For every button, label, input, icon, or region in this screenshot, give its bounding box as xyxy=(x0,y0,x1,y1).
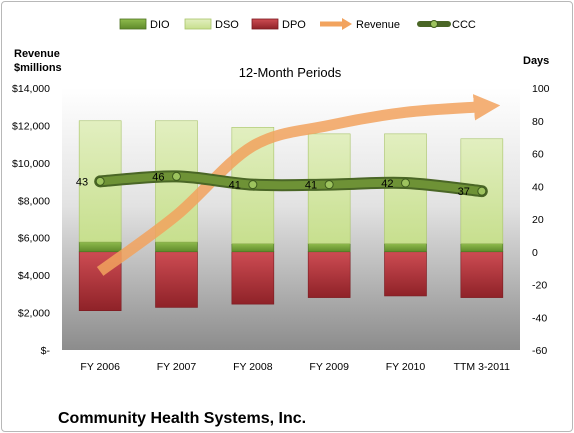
right-tick-label: 100 xyxy=(532,83,550,95)
revenue-series xyxy=(96,94,501,276)
legend-swatch-revenue-arrowhead xyxy=(342,18,352,30)
dio-bar xyxy=(384,243,427,253)
dpo-bar xyxy=(384,251,427,297)
legend-label: Revenue xyxy=(356,19,400,31)
legend-swatch-dio xyxy=(119,18,147,30)
x-tick-label: FY 2010 xyxy=(386,361,426,373)
ccc-point xyxy=(477,186,487,196)
left-axis-ticks: $14,000 $12,000 $10,000 $8,000 $6,000 $4,000 $… xyxy=(12,83,50,357)
dio-bar xyxy=(460,243,504,253)
legend-swatch-ccc-marker xyxy=(430,20,438,28)
ccc-point xyxy=(401,178,410,188)
right-tick-label: 80 xyxy=(532,116,544,128)
right-axis-ticks: 100 80 60 40 20 0 -20 -40 -60 xyxy=(532,83,550,357)
x-axis-labels: FY 2006 FY 2007 FY 2008 FY 2009 FY 2010 TTM 3… xyxy=(80,361,510,373)
dio-bar xyxy=(307,243,351,253)
ccc-data-label: 41 xyxy=(305,180,317,192)
legend-label: DIO xyxy=(150,19,170,31)
dio-bar xyxy=(155,241,198,253)
right-tick-label: -20 xyxy=(532,280,547,292)
dpo-bar xyxy=(307,251,351,298)
ccc-point xyxy=(248,180,258,190)
right-tick-label: -40 xyxy=(532,312,547,324)
ccc-series: 43 46 41 41 42 37 xyxy=(76,170,488,198)
left-tick-label: $10,000 xyxy=(12,158,50,170)
dpo-bar xyxy=(231,251,275,305)
ccc-data-label: 37 xyxy=(458,186,470,198)
x-tick-label: FY 2009 xyxy=(309,361,349,373)
right-tick-label: 60 xyxy=(532,149,544,161)
legend-swatch-dso xyxy=(184,18,212,30)
ccc-point xyxy=(95,176,105,186)
left-tick-label: $6,000 xyxy=(18,233,50,245)
legend: DIO DSO DPO Revenue CCC xyxy=(119,18,476,31)
ccc-point xyxy=(324,180,334,190)
legend-label: CCC xyxy=(452,19,476,31)
dpo-bar xyxy=(155,251,198,308)
x-tick-label: FY 2006 xyxy=(80,361,120,373)
dpo-bar xyxy=(460,251,504,298)
ccc-data-label: 43 xyxy=(76,176,88,188)
x-tick-label: FY 2007 xyxy=(157,361,197,373)
left-tick-label: $2,000 xyxy=(18,308,50,320)
right-axis-title: Days xyxy=(523,55,549,67)
left-tick-label: $- xyxy=(41,345,51,357)
ccc-data-label: 46 xyxy=(152,171,164,183)
ccc-data-label: 42 xyxy=(381,178,393,190)
x-tick-label: TTM 3-2011 xyxy=(454,361,511,373)
left-tick-label: $14,000 xyxy=(12,83,50,95)
right-tick-label: -60 xyxy=(532,345,547,357)
chart-title: 12-Month Periods xyxy=(239,65,342,80)
dio-bar xyxy=(78,241,122,253)
x-tick-label: FY 2008 xyxy=(233,361,273,373)
right-tick-label: 40 xyxy=(532,181,544,193)
ccc-point xyxy=(172,171,181,181)
legend-swatch-dpo xyxy=(251,18,279,30)
ccc-data-label: 41 xyxy=(229,180,241,192)
left-axis-title-line1: Revenue xyxy=(14,48,60,60)
left-tick-label: $4,000 xyxy=(18,270,50,282)
dio-bar xyxy=(231,243,275,253)
legend-label: DPO xyxy=(282,19,306,31)
revenue-arrow xyxy=(96,94,501,276)
right-tick-label: 0 xyxy=(532,247,538,259)
company-name: Community Health Systems, Inc. xyxy=(58,410,306,427)
legend-label: DSO xyxy=(215,19,239,31)
ccc-line xyxy=(96,172,486,196)
right-tick-label: 20 xyxy=(532,214,544,226)
left-tick-label: $8,000 xyxy=(18,195,50,207)
left-tick-label: $12,000 xyxy=(12,120,50,132)
left-axis-title-line2: $millions xyxy=(14,62,62,74)
